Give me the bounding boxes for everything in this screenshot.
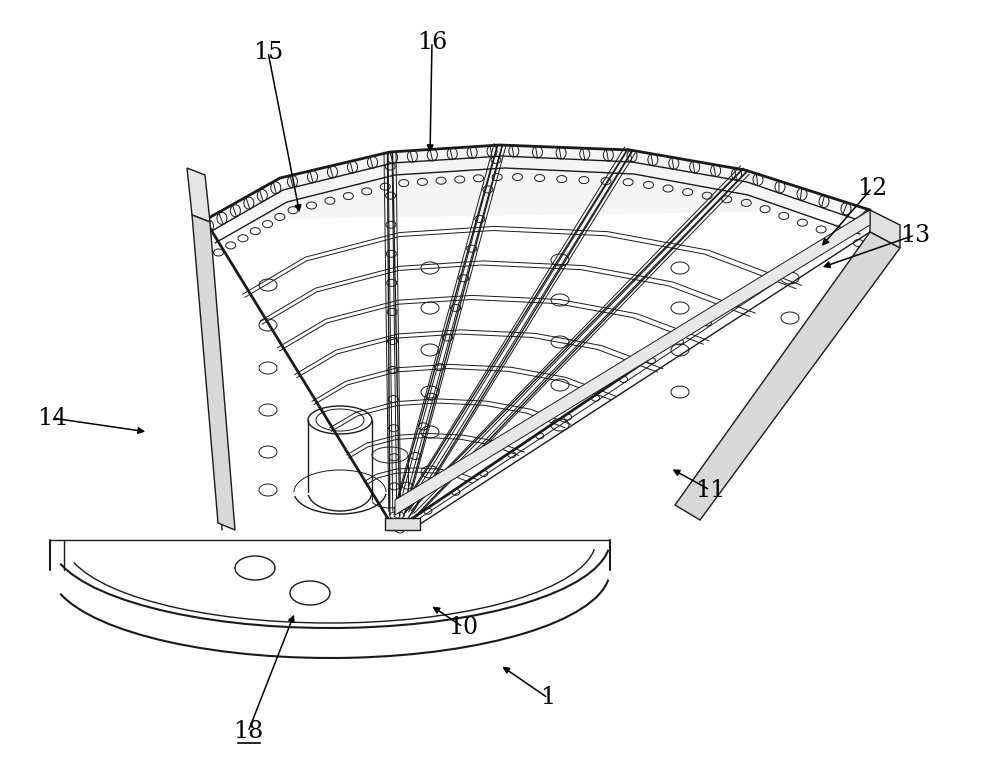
Text: 1: 1 (540, 687, 556, 709)
Polygon shape (187, 168, 210, 222)
Text: 15: 15 (253, 41, 283, 63)
Polygon shape (385, 518, 420, 530)
Polygon shape (675, 232, 900, 520)
Text: 14: 14 (37, 407, 67, 430)
Polygon shape (205, 145, 870, 530)
Polygon shape (870, 210, 900, 248)
Text: 11: 11 (695, 478, 725, 501)
Text: 10: 10 (448, 615, 478, 638)
Text: 13: 13 (900, 223, 930, 246)
Polygon shape (395, 210, 870, 515)
Text: 18: 18 (233, 721, 263, 744)
Text: 12: 12 (857, 176, 887, 199)
Text: 16: 16 (417, 31, 447, 53)
Polygon shape (192, 215, 235, 530)
